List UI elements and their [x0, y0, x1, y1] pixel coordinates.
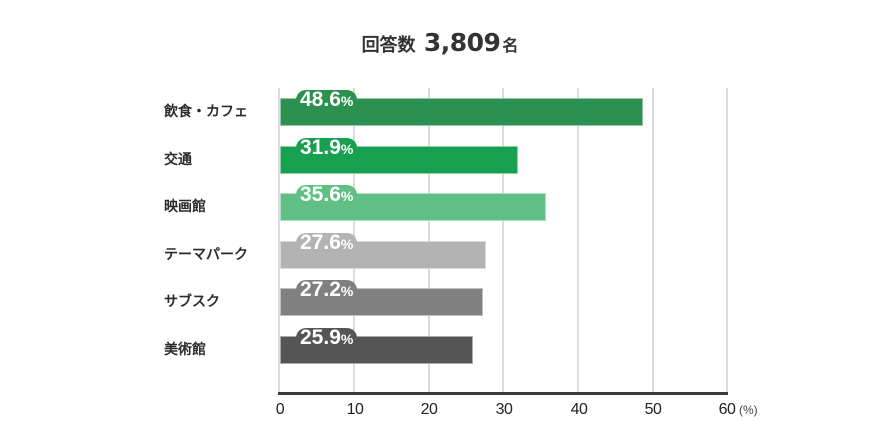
value-label: 25.9% [296, 327, 358, 356]
respondent-count: 3,809 [423, 28, 501, 57]
gridline-20 [428, 88, 430, 393]
category-label: 美術館 [164, 342, 206, 358]
bar-subscription: 27.2% [280, 279, 483, 316]
x-axis-line [278, 392, 728, 395]
y-axis-line [278, 88, 280, 393]
x-axis-unit: (%) [739, 403, 758, 417]
title-suffix: 名 [502, 36, 519, 55]
title-prefix: 回答数 [361, 35, 416, 56]
x-tick: 10 [346, 401, 364, 418]
bar-cinema: 35.6% [280, 184, 546, 221]
x-tick: 40 [570, 401, 588, 418]
value-label: 35.6% [296, 184, 358, 213]
value-label: 48.6% [296, 89, 358, 118]
category-label: サブスク [164, 294, 220, 310]
x-tick: 30 [495, 401, 513, 418]
x-tick: 0 [275, 401, 285, 418]
bar-art-museum: 25.9% [280, 327, 473, 364]
value-label: 31.9% [296, 137, 358, 166]
gridline-50 [652, 88, 654, 393]
value-label: 27.2% [296, 279, 358, 308]
value-label: 27.6% [296, 232, 358, 261]
x-tick: 20 [420, 401, 438, 418]
bar-dining-cafe: 48.6% [280, 89, 643, 126]
category-label: テーマパーク [164, 247, 248, 263]
bar-theme-park: 27.6% [280, 232, 486, 269]
category-label: 飲食・カフェ [164, 104, 248, 120]
bar-transport: 31.9% [280, 137, 518, 174]
chart-title: 回答数 3,809 名 [0, 28, 880, 57]
x-tick: 60 [718, 401, 736, 418]
x-tick: 50 [644, 401, 662, 418]
gridline-60 [726, 88, 728, 393]
category-label: 交通 [164, 152, 192, 168]
category-label: 映画館 [164, 199, 206, 215]
gridline-40 [577, 88, 579, 393]
gridline-30 [502, 88, 504, 393]
